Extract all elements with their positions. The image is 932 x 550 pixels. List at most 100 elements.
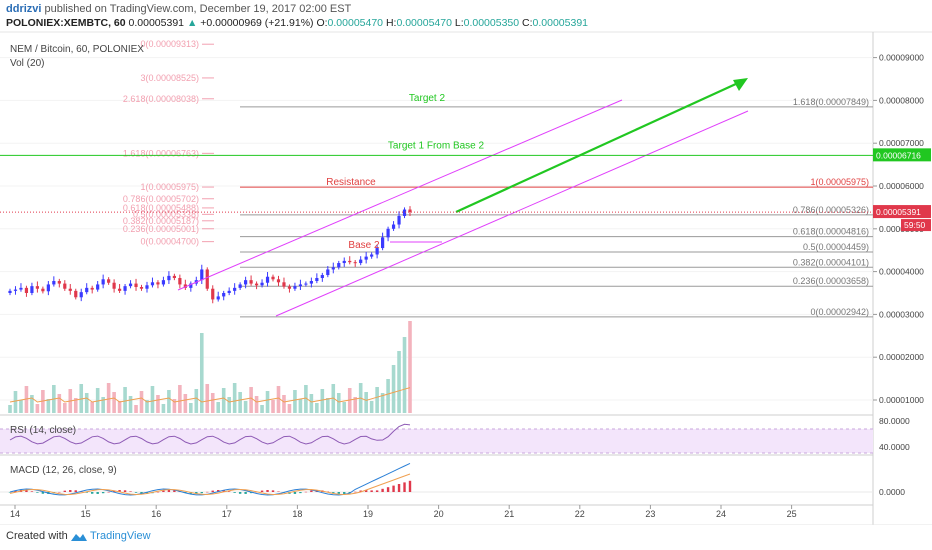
x-tick-label: 24 <box>716 509 726 519</box>
volume-bar <box>315 403 319 413</box>
volume-bar <box>101 397 105 413</box>
macd-histogram-bar <box>145 492 149 494</box>
x-tick-label: 16 <box>151 509 161 519</box>
macd-histogram-bar <box>299 492 302 494</box>
volume-bar <box>309 394 314 413</box>
candle-body <box>353 262 357 264</box>
high-label: H: <box>385 17 397 29</box>
volume-bar <box>112 392 116 413</box>
candle-body <box>101 279 105 285</box>
price-change: +0.00000969 (+21.91%) <box>200 17 314 29</box>
fib-left-label: 0.5(0.00005338) <box>133 209 199 219</box>
volume-bar <box>304 385 308 413</box>
candle-body <box>30 286 34 293</box>
forecast-arrow-line <box>455 81 739 214</box>
volume-bar <box>123 387 127 413</box>
main-pane-label: NEM / Bitcoin, 60, POLONIEX <box>10 44 144 55</box>
volume-bar <box>254 396 259 413</box>
author-link[interactable]: ddrizvi <box>6 3 42 15</box>
volume-bar <box>276 386 281 413</box>
macd-histogram-bar <box>101 492 105 494</box>
candle-body <box>342 260 346 264</box>
candle-body <box>364 256 368 260</box>
candle-body <box>24 287 29 293</box>
macd-histogram-bar <box>58 491 61 493</box>
candle-body <box>211 288 215 300</box>
volume-bar <box>90 402 94 413</box>
macd-histogram-bar <box>63 490 66 492</box>
macd-histogram-bar <box>375 490 379 492</box>
x-tick-label: 21 <box>504 509 514 519</box>
macd-histogram-bar <box>310 490 313 492</box>
candle-body <box>348 260 352 263</box>
candle-body <box>46 284 50 292</box>
volume-bar <box>46 399 51 413</box>
candle-body <box>74 290 78 298</box>
candle-body <box>381 237 385 249</box>
macd-histogram-bar <box>392 485 395 492</box>
candle-body <box>139 287 144 289</box>
candle-body <box>249 280 253 284</box>
ohlc-header: POLONIEX:XEMBTC, 60 0.00005391 ▲ +0.0000… <box>6 17 588 29</box>
candle-body <box>200 269 204 281</box>
macd-histogram-bar <box>107 491 110 493</box>
y-tick-label: 0.00007000 <box>879 138 924 148</box>
volume-bar <box>282 395 286 413</box>
candle-body <box>337 263 341 268</box>
volume-bar <box>30 395 34 413</box>
volume-bar <box>391 365 396 413</box>
volume-bar <box>342 402 347 413</box>
candle-body <box>238 284 242 288</box>
volume-bar <box>408 321 412 413</box>
volume-bar <box>139 391 144 413</box>
macd-histogram-bar <box>359 490 362 492</box>
tradingview-link[interactable]: TradingView <box>90 530 151 542</box>
macd-histogram-bar <box>332 492 335 493</box>
candle-body <box>172 275 176 279</box>
candle-body <box>227 290 231 293</box>
volume-bar <box>298 399 303 413</box>
rsi-tick-label: 40.0000 <box>879 442 910 452</box>
candle-body <box>298 284 303 287</box>
macd-histogram-bar <box>233 492 236 493</box>
macd-histogram-bar <box>343 492 346 494</box>
macd-histogram-bar <box>293 492 297 494</box>
price-chart[interactable]: 0(0.00009313) 3(0.00008525) 2.618(0.000080… <box>0 0 932 525</box>
volume-bar <box>156 395 160 413</box>
high-value: 0.00005470 <box>396 17 452 29</box>
candle-body <box>68 288 72 291</box>
macd-histogram-bar <box>266 490 269 492</box>
macd-histogram-bar <box>238 492 242 494</box>
macd-histogram-bar <box>118 490 121 492</box>
base2-label: Base 2 <box>348 240 380 251</box>
volume-bar <box>386 379 390 413</box>
volume-bar <box>189 403 193 413</box>
macd-histogram-bar <box>271 490 275 492</box>
fib-right-label: 0.5(0.00004459) <box>803 242 869 252</box>
y-tick-label: 0.00006000 <box>879 181 924 191</box>
rsi-tick-label: 80.0000 <box>879 416 910 426</box>
publish-info: published on TradingView.com, December 1… <box>44 3 352 15</box>
candle-body <box>90 287 94 290</box>
volume-bar <box>145 400 149 413</box>
volume-bar <box>172 399 177 413</box>
candle-body <box>375 248 379 255</box>
candle-body <box>293 286 297 289</box>
last-price: 0.00005391 <box>128 17 185 29</box>
macd-histogram-bar <box>173 490 176 492</box>
macd-histogram-bar <box>364 490 368 492</box>
macd-histogram-bar <box>206 491 209 493</box>
volume-bar <box>260 405 264 413</box>
volume-bar <box>19 400 23 413</box>
candle-body <box>260 282 264 286</box>
low-value: 0.00005350 <box>463 17 520 29</box>
rsi-band <box>0 429 873 453</box>
candle-body <box>41 288 45 292</box>
target2-label: Target 2 <box>409 93 446 104</box>
macd-histogram-bar <box>277 491 280 492</box>
macd-histogram-bar <box>14 490 17 492</box>
target-price-tag <box>873 148 931 162</box>
volume-bar <box>243 401 248 413</box>
macd-histogram-bar <box>244 492 247 494</box>
macd-histogram-bar <box>156 491 160 493</box>
